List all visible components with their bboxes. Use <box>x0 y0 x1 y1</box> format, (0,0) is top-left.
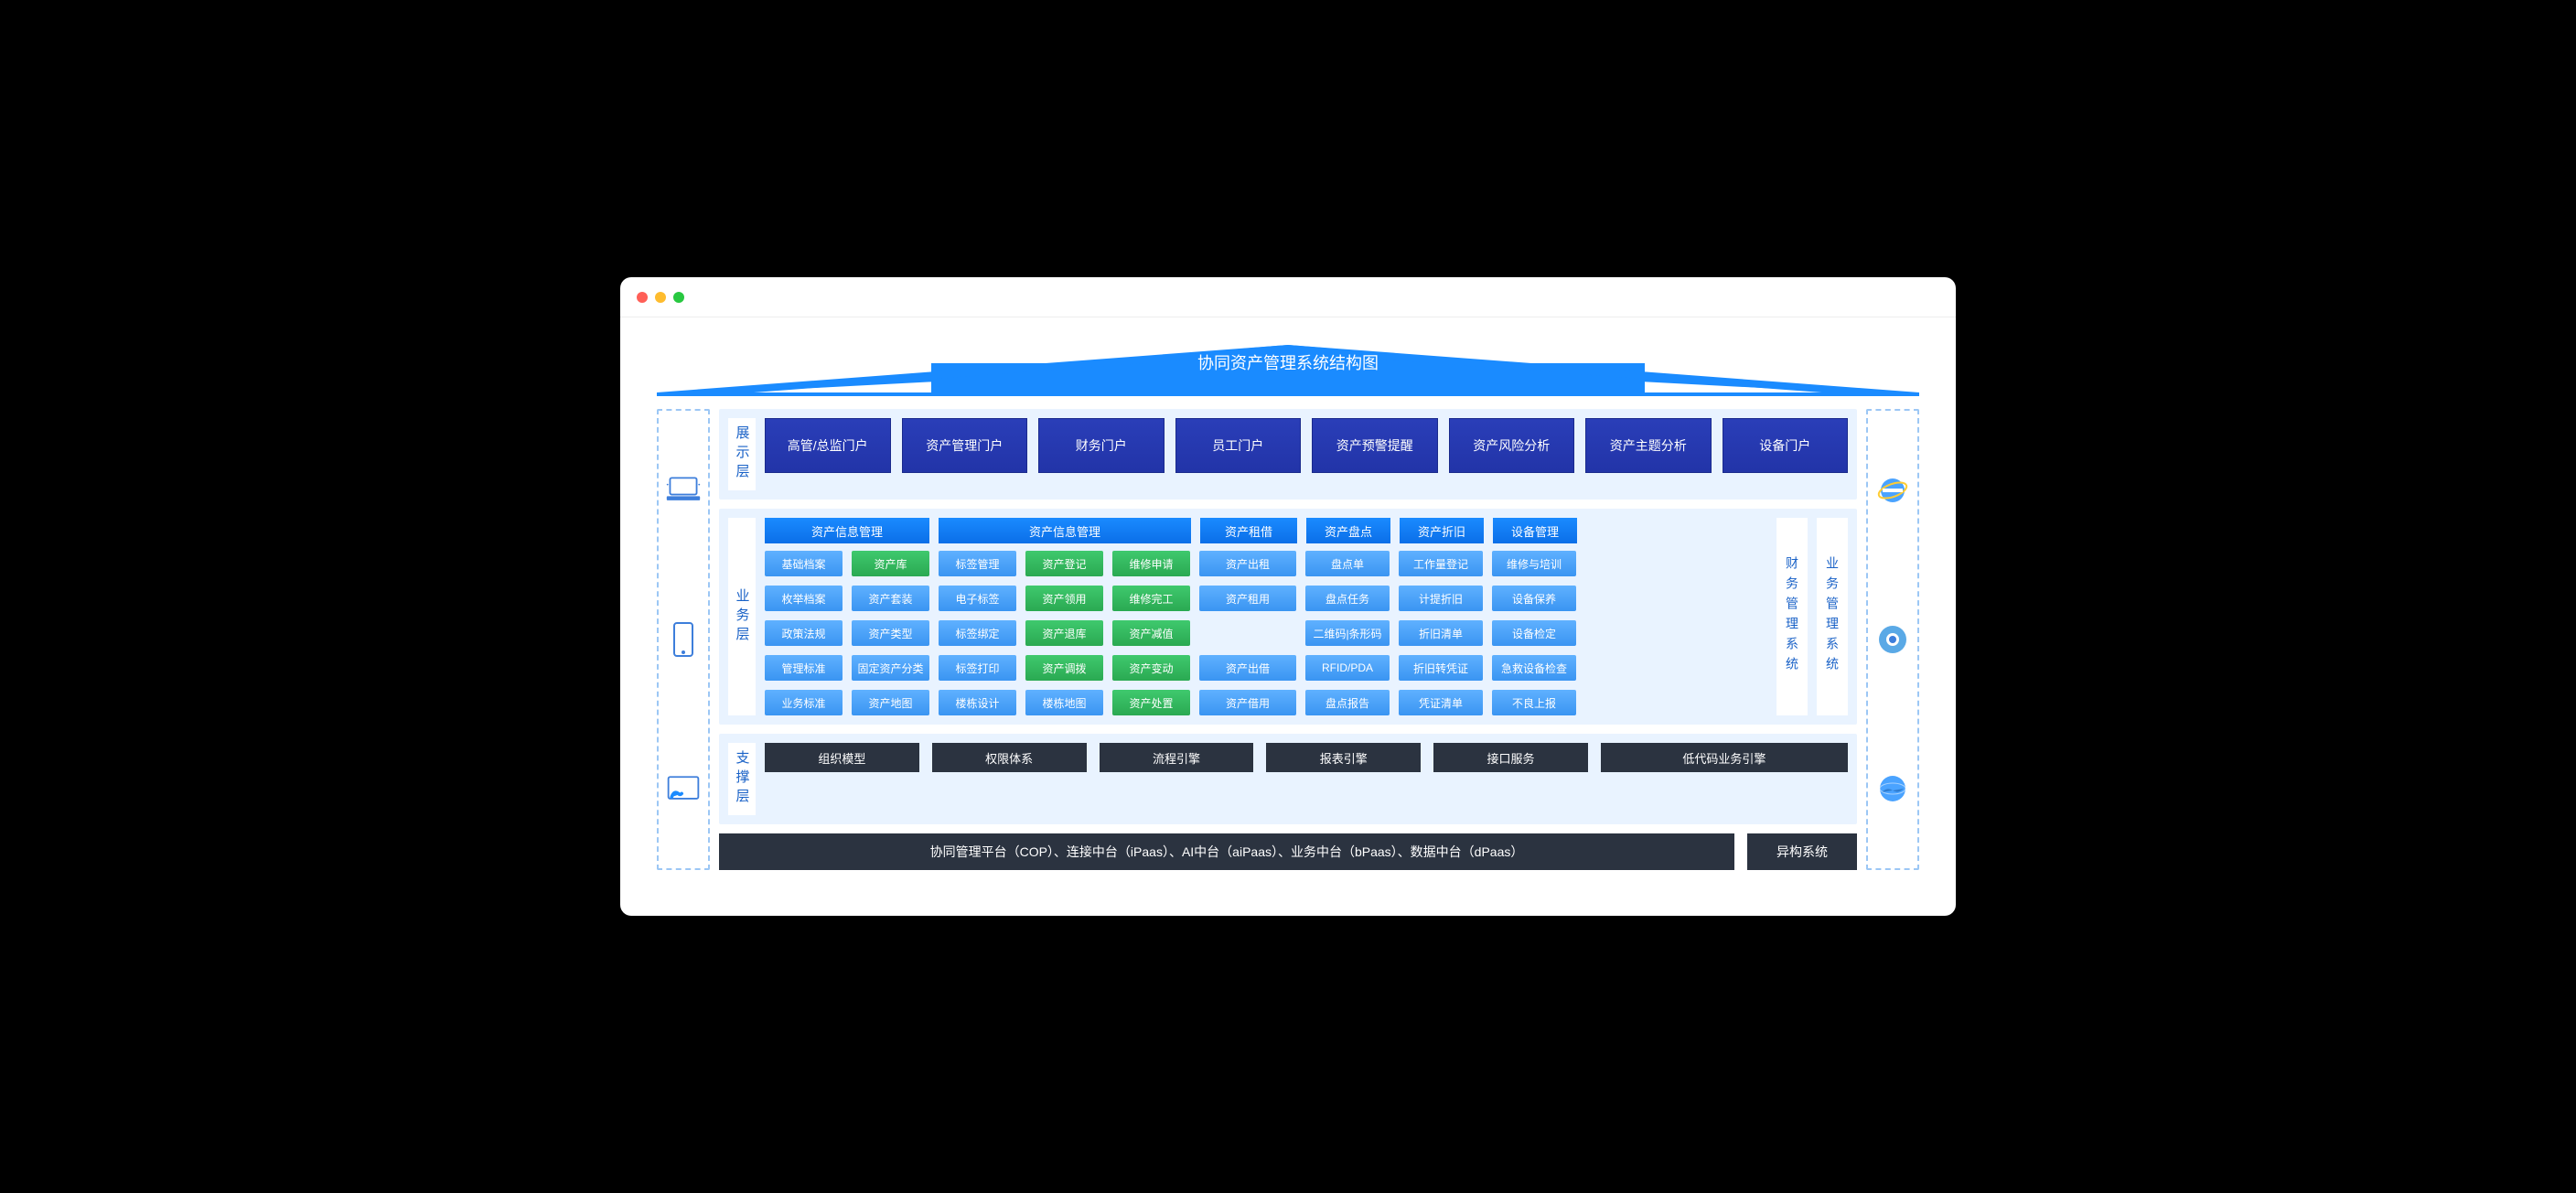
support-tile: 权限体系 <box>932 743 1087 772</box>
chrome-icon <box>1874 621 1911 658</box>
biz-cell: 资产登记 <box>1025 551 1103 576</box>
window-titlebar <box>620 277 1956 317</box>
biz-cell: 资产套装 <box>852 586 929 611</box>
biz-cell: 折旧转凭证 <box>1399 655 1483 681</box>
portal-tile: 员工门户 <box>1175 418 1302 473</box>
biz-cell: 枚举档案 <box>765 586 843 611</box>
biz-cell: 资产类型 <box>852 620 929 646</box>
globe-icon <box>1874 770 1911 807</box>
support-layer-label: 支撑层 <box>728 743 756 815</box>
biz-cell: 资产领用 <box>1025 586 1103 611</box>
phone-icon <box>665 621 702 658</box>
portal-tile: 资产风险分析 <box>1449 418 1575 473</box>
biz-cell: 楼栋设计 <box>939 690 1016 715</box>
biz-header: 资产盘点 <box>1306 518 1390 543</box>
biz-cell: 管理标准 <box>765 655 843 681</box>
biz-header: 资产信息管理 <box>939 518 1191 543</box>
pillar-business: 业务管理系统 <box>1817 518 1848 715</box>
display-layer-label: 展示层 <box>728 418 756 490</box>
biz-cell: 不良上报 <box>1492 690 1576 715</box>
biz-header: 资产信息管理 <box>765 518 929 543</box>
portal-tile: 高管/总监门户 <box>765 418 891 473</box>
business-layer: 业务层 资产信息管理资产信息管理资产租借资产盘点资产折旧设备管理 基础档案资产库… <box>719 509 1857 725</box>
portal-tile: 资产管理门户 <box>902 418 1028 473</box>
portal-tile: 资产主题分析 <box>1585 418 1712 473</box>
biz-header: 设备管理 <box>1493 518 1577 543</box>
biz-cell: 标签绑定 <box>939 620 1016 646</box>
center-column: 展示层 高管/总监门户资产管理门户财务门户员工门户资产预警提醒资产风险分析资产主… <box>719 409 1857 870</box>
touch-icon <box>665 770 702 807</box>
display-layer: 展示层 高管/总监门户资产管理门户财务门户员工门户资产预警提醒资产风险分析资产主… <box>719 409 1857 500</box>
biz-cell: 计提折旧 <box>1399 586 1483 611</box>
roof-banner: 协同资产管理系统结构图 <box>657 345 1919 396</box>
portal-tile: 资产预警提醒 <box>1312 418 1438 473</box>
biz-cell: 工作量登记 <box>1399 551 1483 576</box>
biz-cell: 急救设备检查 <box>1492 655 1576 681</box>
support-tile: 接口服务 <box>1433 743 1588 772</box>
biz-cell: 资产地图 <box>852 690 929 715</box>
biz-cell: 标签管理 <box>939 551 1016 576</box>
biz-cell: 盘点任务 <box>1305 586 1390 611</box>
pillar-finance: 财务管理系统 <box>1776 518 1808 715</box>
biz-cell: 设备检定 <box>1492 620 1576 646</box>
biz-cell: 维修申请 <box>1112 551 1190 576</box>
biz-cell: 业务标准 <box>765 690 843 715</box>
support-tile: 报表引擎 <box>1266 743 1421 772</box>
footer-row: 协同管理平台（COP）、连接中台（iPaas）、AI中台（aiPaas）、业务中… <box>719 833 1857 870</box>
biz-cell: 维修与培训 <box>1492 551 1576 576</box>
left-devices-column <box>657 409 710 870</box>
hetero-system: 异构系统 <box>1747 833 1857 870</box>
biz-cell: 基础档案 <box>765 551 843 576</box>
biz-cell: 资产出借 <box>1199 655 1296 681</box>
business-layer-label: 业务层 <box>728 518 756 715</box>
biz-cell: 楼栋地图 <box>1025 690 1103 715</box>
biz-cell: 资产变动 <box>1112 655 1190 681</box>
biz-cell: 凭证清单 <box>1399 690 1483 715</box>
ie-icon <box>1874 472 1911 509</box>
platform-bar: 协同管理平台（COP）、连接中台（iPaas）、AI中台（aiPaas）、业务中… <box>719 833 1734 870</box>
right-browsers-column <box>1866 409 1919 870</box>
biz-cell: 资产借用 <box>1199 690 1296 715</box>
portal-tile: 财务门户 <box>1038 418 1165 473</box>
biz-cell <box>1199 620 1296 646</box>
biz-cell: 资产退库 <box>1025 620 1103 646</box>
diagram-canvas: 协同资产管理系统结构图 展示层 <box>620 317 1956 916</box>
biz-cell: 资产库 <box>852 551 929 576</box>
biz-cell: 固定资产分类 <box>852 655 929 681</box>
biz-cell: 资产出租 <box>1199 551 1296 576</box>
biz-cell: 盘点单 <box>1305 551 1390 576</box>
browser-frame: 协同资产管理系统结构图 展示层 <box>620 277 1956 916</box>
biz-cell: 维修完工 <box>1112 586 1190 611</box>
biz-cell: 资产减值 <box>1112 620 1190 646</box>
laptop-icon <box>665 472 702 509</box>
support-tile: 流程引擎 <box>1100 743 1254 772</box>
biz-cell: RFID/PDA <box>1305 655 1390 681</box>
biz-cell: 资产租用 <box>1199 586 1296 611</box>
diagram-title: 协同资产管理系统结构图 <box>657 345 1919 382</box>
close-icon[interactable] <box>637 292 648 303</box>
biz-cell: 政策法规 <box>765 620 843 646</box>
biz-cell: 电子标签 <box>939 586 1016 611</box>
support-tile: 组织模型 <box>765 743 919 772</box>
biz-cell: 资产调拨 <box>1025 655 1103 681</box>
biz-cell: 折旧清单 <box>1399 620 1483 646</box>
biz-cell: 二维码|条形码 <box>1305 620 1390 646</box>
support-tile: 低代码业务引擎 <box>1601 743 1848 772</box>
biz-cell: 资产处置 <box>1112 690 1190 715</box>
biz-cell: 标签打印 <box>939 655 1016 681</box>
minimize-icon[interactable] <box>655 292 666 303</box>
biz-header: 资产租借 <box>1200 518 1297 543</box>
biz-header: 资产折旧 <box>1400 518 1484 543</box>
biz-cell: 盘点报告 <box>1305 690 1390 715</box>
maximize-icon[interactable] <box>673 292 684 303</box>
portal-tile: 设备门户 <box>1723 418 1849 473</box>
support-layer: 支撑层 组织模型权限体系流程引擎报表引擎接口服务低代码业务引擎 <box>719 734 1857 824</box>
biz-cell: 设备保养 <box>1492 586 1576 611</box>
